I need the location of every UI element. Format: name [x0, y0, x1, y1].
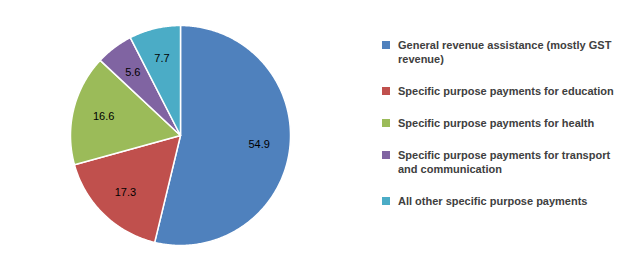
- svg-text:5.6: 5.6: [125, 66, 140, 78]
- html-text:General revenue assistance (mo: General revenue assistance (mostly GST r…: [398, 39, 612, 65]
- svg-text:17.3: 17.3: [115, 186, 136, 198]
- html-text:All other specific purpose pay: All other specific purpose payments: [398, 195, 588, 207]
- html-text:Specific purpose payments for: Specific purpose payments for transport …: [398, 149, 611, 175]
- html-text:Specific purpose payments for: Specific purpose payments for health: [398, 117, 595, 129]
- svg-text:16.6: 16.6: [93, 110, 114, 122]
- svg-text:7.7: 7.7: [154, 52, 169, 64]
- svg-text:54.9: 54.9: [248, 138, 269, 150]
- html-text:Specific purpose payments for: Specific purpose payments for education: [398, 85, 614, 97]
